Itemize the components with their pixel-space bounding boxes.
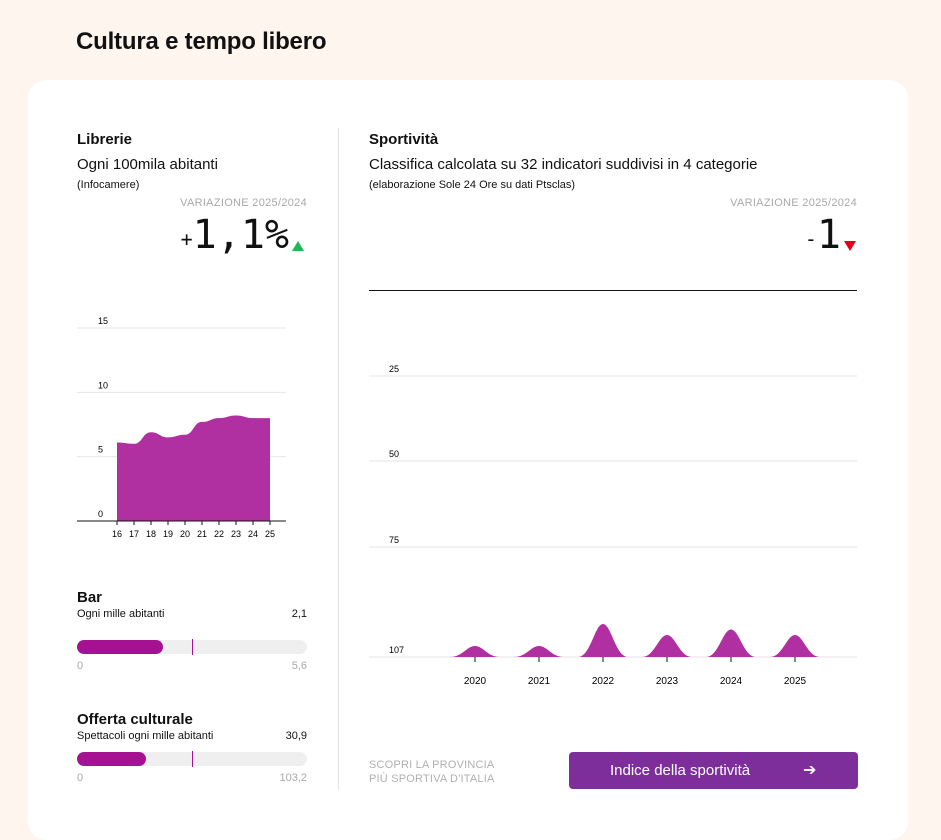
librerie-source: (Infocamere) [77,179,140,191]
offerta-max-label: 103,2 [279,772,307,784]
sportivita-source: (elaborazione Sole 24 Ore su dati Ptscla… [369,179,576,191]
x-tick-label: 24 [248,529,258,539]
librerie-chart: 0 5 10 15 16 17 18 19 20 21 22 23 24 25 [77,316,286,539]
triangle-up-icon [292,241,304,251]
x-tick-label: 2024 [720,676,743,687]
offerta-title: Offerta culturale [77,711,193,728]
bar-progress-fill [77,640,164,654]
x-tick-label: 18 [146,529,156,539]
offerta-value: 30,9 [285,730,307,742]
sportivita-variation-value: 1 [816,212,841,258]
rank-bump [514,646,564,657]
column-divider [338,128,339,790]
sportivita-index-button-label: Indice della sportività [610,762,751,779]
offerta-progress-fill [77,752,146,766]
x-tick-label: 2022 [592,676,615,687]
arrow-right-icon: ➔ [803,762,817,779]
sportivita-title: Sportività [369,131,439,148]
x-tick-label: 2025 [784,676,807,687]
bar-min-label: 0 [77,660,84,672]
cta-text: SCOPRI LA PROVINCIA PIÙ SPORTIVA D'ITALI… [369,758,495,786]
x-tick-label: 20 [180,529,190,539]
librerie-variation-label: VARIAZIONE 2025/2024 [180,197,307,209]
x-tick-label: 25 [265,529,275,539]
x-tick-label: 17 [129,529,139,539]
librerie-subtitle: Ogni 100mila abitanti [77,156,218,173]
bar-title: Bar [77,589,103,606]
cta-text-line2: PIÙ SPORTIVA D'ITALIA [369,773,495,785]
x-tick-label: 22 [214,529,224,539]
sportivita-top-rule [369,290,857,291]
y-tick-label: 0 [98,509,103,519]
sportivita-subtitle: Classifica calcolata su 32 indicatori su… [369,156,758,173]
x-tick-label: 19 [163,529,173,539]
rank-bump [578,624,628,657]
y-tick-label: 107 [389,645,404,655]
offerta-min-label: 0 [77,772,84,784]
librerie-variation: + 1,1% [181,215,304,255]
offerta-average-marker [192,751,193,767]
bar-value: 2,1 [291,608,307,620]
bar-max-label: 5,6 [291,660,307,672]
y-tick-label: 25 [389,364,399,374]
section-title: Cultura e tempo libero [76,28,327,55]
offerta-subtitle: Spettacoli ogni mille abitanti [77,730,214,742]
x-tick-label: 16 [112,529,122,539]
rank-bump [642,635,692,657]
y-tick-label: 50 [389,449,399,459]
librerie-variation-value: 1,1% [192,212,289,258]
x-tick-label: 2020 [464,676,487,687]
rank-bump [770,635,820,657]
sportivita-chart: 25 50 75 107 2020 2021 2022 2023 2024 2025 [369,364,857,687]
y-tick-label: 5 [98,445,103,455]
librerie-variation-sign: + [180,227,193,251]
triangle-down-icon [844,241,856,251]
offerta-progress [77,751,307,767]
sportivita-variation: - 1 [805,215,856,255]
y-tick-label: 75 [389,535,399,545]
cta-text-line1: SCOPRI LA PROVINCIA [369,759,495,771]
rank-bump [706,629,756,657]
y-tick-label: 15 [98,316,108,326]
x-tick-label: 21 [197,529,207,539]
librerie-title: Librerie [77,131,133,148]
area-series [117,415,270,521]
x-tick-label: 2021 [528,676,551,687]
y-tick-label: 10 [98,380,108,390]
x-tick-label: 23 [231,529,241,539]
bar-subtitle: Ogni mille abitanti [77,608,165,620]
rank-bump [450,646,500,657]
bar-progress [77,639,307,655]
bar-average-marker [192,639,193,655]
sportivita-index-button[interactable]: Indice della sportività ➔ [569,752,858,789]
sportivita-variation-label: VARIAZIONE 2025/2024 [730,197,857,209]
x-tick-label: 2023 [656,676,679,687]
sportivita-variation-sign: - [804,227,817,251]
